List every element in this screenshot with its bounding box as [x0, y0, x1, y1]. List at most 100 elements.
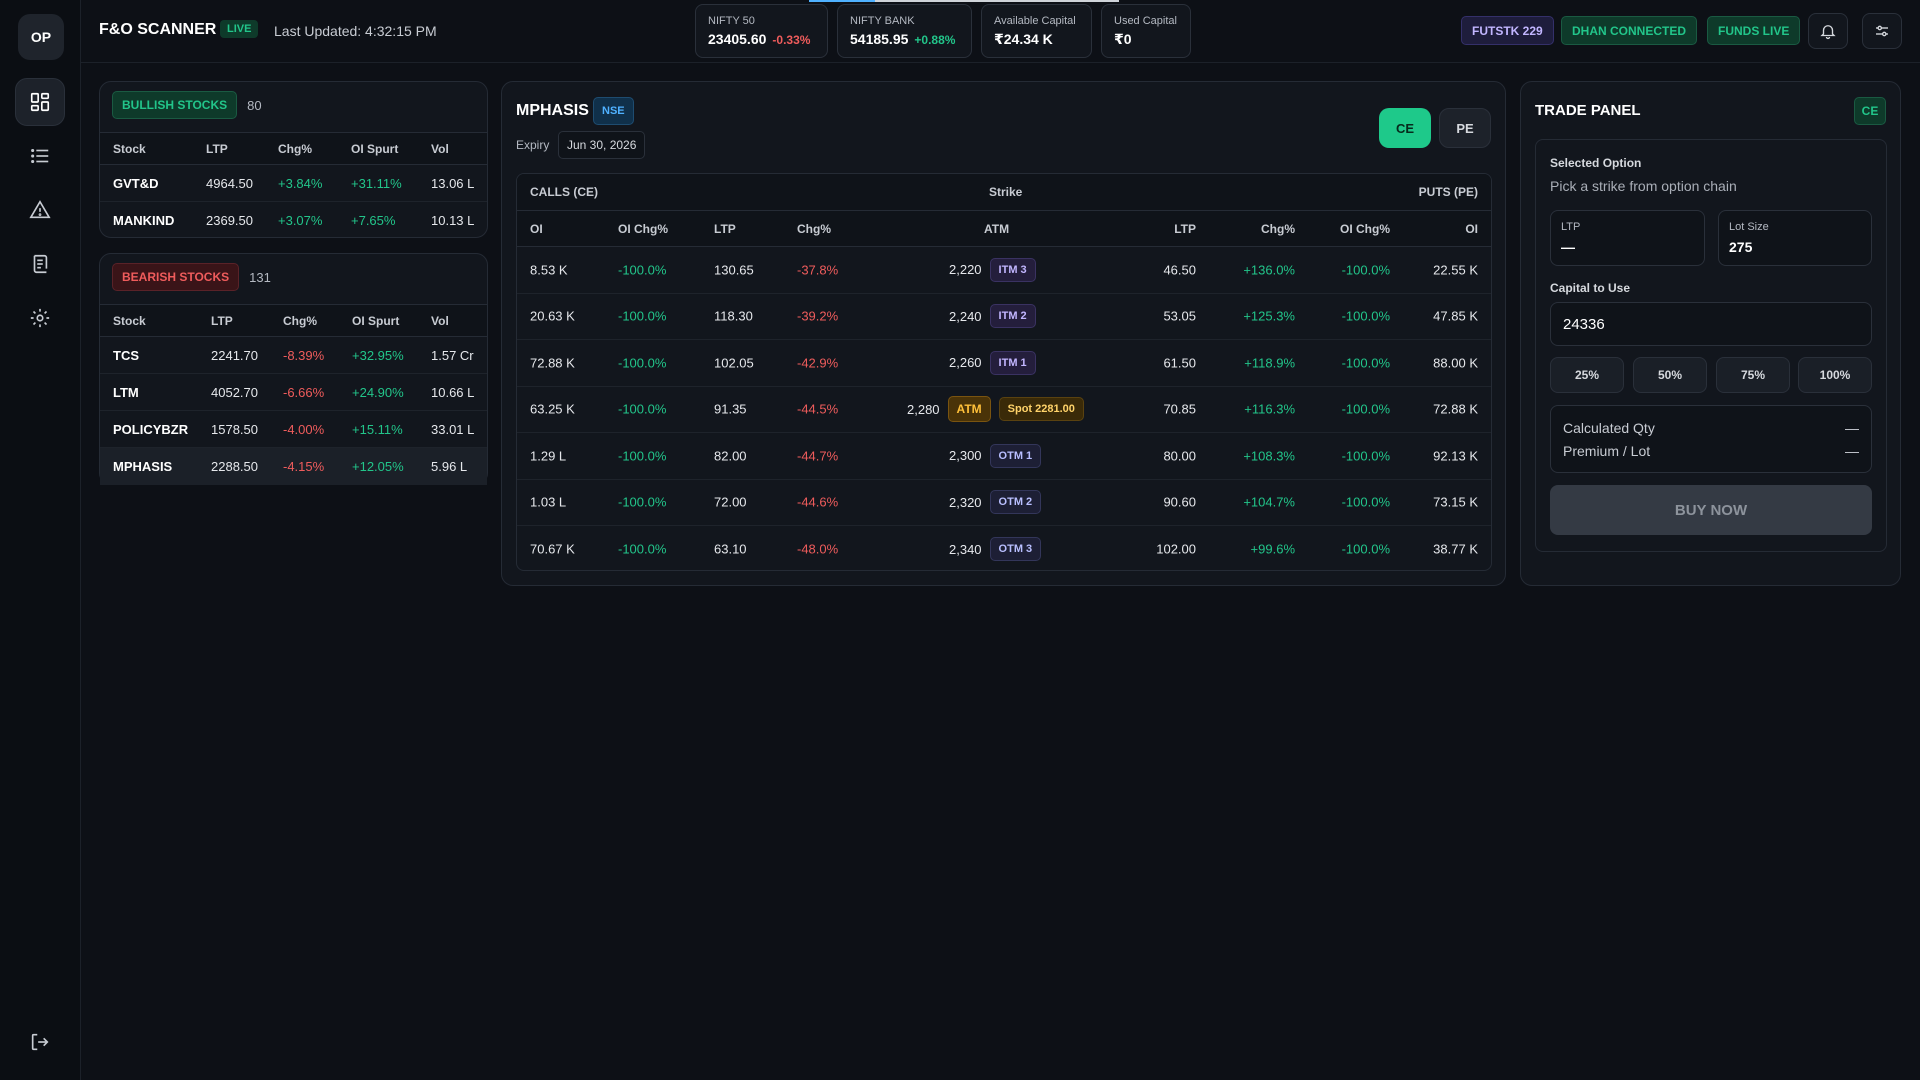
bullish-count: 80 — [247, 97, 262, 113]
strike-cell: 2,340 OTM 3 — [949, 537, 1042, 562]
stock-vol: 5.96 L — [431, 459, 468, 474]
put-oi-chg: -100.0% — [1341, 262, 1390, 278]
col-put-oi: OI — [1465, 221, 1478, 236]
expiry-selector[interactable]: Jun 30, 2026 — [558, 131, 646, 159]
bullish-stocks-panel: BULLISH STOCKS 80 Stock LTP Chg% OI Spur… — [99, 81, 488, 238]
col-chg: Chg% — [797, 221, 831, 236]
sliders-icon — [1876, 25, 1888, 37]
logout-icon — [31, 1033, 49, 1051]
notifications-button[interactable] — [1808, 13, 1848, 49]
bullish-badge: BULLISH STOCKS — [112, 91, 238, 119]
orders-icon — [33, 254, 48, 274]
pct-25-button[interactable]: 25% — [1550, 357, 1624, 393]
filters-button[interactable] — [1862, 13, 1902, 49]
stock-oi-spurt: +31.11% — [351, 175, 402, 191]
exchange-badge: NSE — [593, 97, 634, 125]
moneyness-badge: ITM 3 — [989, 257, 1036, 282]
buy-now-button[interactable]: BUY NOW — [1550, 485, 1872, 535]
pe-toggle-button[interactable]: PE — [1439, 108, 1491, 148]
stock-vol: 10.13 L — [431, 213, 475, 228]
chain-row[interactable]: 8.53 K -100.0% 130.65 -37.8% 46.50 +136.0% -10… — [517, 247, 1491, 294]
chain-row[interactable]: 72.88 K -100.0% 102.05 -42.9% 61.50 +118.9% -1… — [517, 340, 1491, 387]
pct-100-button[interactable]: 100% — [1798, 357, 1872, 393]
ticker-label: NIFTY 50 — [708, 15, 755, 27]
nav-settings[interactable] — [15, 294, 65, 342]
call-chg: -42.9% — [797, 355, 839, 371]
alert-triangle-icon — [29, 200, 51, 219]
call-oi: 20.63 K — [530, 308, 575, 324]
trade-panel: TRADE PANEL CE Selected Option Pick a st… — [1520, 81, 1901, 586]
stock-name: MPHASIS — [113, 459, 173, 474]
col-ltp: LTP — [206, 141, 228, 156]
nav-orders[interactable] — [15, 240, 65, 288]
put-oi: 47.85 K — [1433, 308, 1478, 324]
stock-chg: -6.66% — [283, 384, 325, 400]
dhan-connected-badge: DHAN CONNECTED — [1561, 16, 1697, 45]
put-oi-chg: -100.0% — [1341, 308, 1390, 324]
table-row[interactable]: POLICYBZR 1578.50 -4.00% +15.11% 33.01 L — [100, 411, 487, 448]
table-row[interactable]: LTM 4052.70 -6.66% +24.90% 10.66 L — [100, 374, 487, 411]
put-oi-chg: -100.0% — [1341, 448, 1390, 464]
table-row[interactable]: MANKIND 2369.50 +3.07% +7.65% 10.13 L — [100, 202, 487, 239]
col-put-oi-chg: OI Chg% — [1340, 221, 1390, 236]
header: F&O SCANNER LIVE Last Updated: 4:32:15 P… — [81, 0, 1920, 63]
ticker-available-capital: Available Capital ₹24.34 K — [981, 4, 1092, 58]
app-logo: OP — [18, 14, 64, 60]
chain-row-atm[interactable]: 63.25 K -100.0% 91.35 -44.5% 70.85 +116.3% -10… — [517, 387, 1491, 433]
progress-accent — [809, 0, 875, 2]
chain-row[interactable]: 20.63 K -100.0% 118.30 -39.2% 53.05 +125.3% -1… — [517, 294, 1491, 340]
ce-toggle-button[interactable]: CE — [1379, 108, 1431, 148]
moneyness-badge: OTM 3 — [989, 537, 1042, 562]
premium-value: — — [1845, 443, 1859, 459]
nav-list[interactable] — [15, 132, 65, 180]
table-row[interactable]: GVT&D 4964.50 +3.84% +31.11% 13.06 L — [100, 165, 487, 202]
nav-dashboard[interactable] — [15, 78, 65, 126]
strike-price: 2,240 — [949, 308, 982, 324]
moneyness-badge: ITM 1 — [989, 350, 1036, 375]
chain-row[interactable]: 70.67 K -100.0% 63.10 -48.0% 102.00 +99.6% -10… — [517, 526, 1491, 570]
col-put-chg: Chg% — [1261, 221, 1295, 236]
put-oi-chg: -100.0% — [1341, 401, 1390, 417]
pct-75-button[interactable]: 75% — [1716, 357, 1790, 393]
put-oi-chg: -100.0% — [1341, 355, 1390, 371]
logout-button[interactable] — [15, 1018, 65, 1066]
stock-oi-spurt: +12.05% — [352, 459, 404, 474]
table-header: Stock LTP Chg% OI Spurt Vol — [100, 133, 487, 165]
app-title: F&O SCANNER — [99, 21, 217, 38]
stock-chg: -4.00% — [283, 421, 325, 437]
ltp-label: LTP — [1561, 221, 1581, 233]
put-chg: +108.3% — [1243, 448, 1295, 464]
strike-cell: 2,220 ITM 3 — [949, 257, 1036, 282]
call-ltp: 102.05 — [714, 355, 754, 371]
stock-name: LTM — [113, 384, 139, 400]
nav-alerts[interactable] — [15, 186, 65, 234]
pct-50-button[interactable]: 50% — [1633, 357, 1707, 393]
call-ltp: 91.35 — [714, 401, 747, 417]
chain-row[interactable]: 1.03 L -100.0% 72.00 -44.6% 90.60 +104.7% -100… — [517, 480, 1491, 526]
put-chg: +125.3% — [1243, 308, 1295, 324]
strike-cell: 2,260 ITM 1 — [949, 350, 1036, 375]
chain-row[interactable]: 1.29 L -100.0% 82.00 -44.7% 80.00 +108.3% -100… — [517, 433, 1491, 480]
capital-input[interactable] — [1550, 302, 1872, 346]
stock-ltp: 4052.70 — [211, 384, 258, 400]
bearish-stocks-panel: BEARISH STOCKS 131 Stock LTP Chg% OI Spu… — [99, 253, 488, 485]
put-ltp: 70.85 — [1163, 401, 1196, 417]
ticker-used-capital: Used Capital ₹0 — [1101, 4, 1191, 58]
calls-heading: CALLS (CE) — [530, 185, 598, 199]
table-row-selected[interactable]: MPHASIS 2288.50 -4.15% +12.05% 5.96 L — [100, 448, 487, 485]
stock-vol: 10.66 L — [431, 384, 475, 400]
stock-oi-spurt: +24.90% — [352, 384, 404, 400]
put-oi: 72.88 K — [1433, 401, 1478, 417]
call-ltp: 72.00 — [714, 494, 747, 510]
stock-ltp: 4964.50 — [206, 175, 253, 191]
bell-icon — [1820, 25, 1836, 40]
futstk-badge: FUTSTK 229 — [1461, 16, 1554, 45]
stock-oi-spurt: +32.95% — [352, 347, 404, 363]
stock-vol: 13.06 L — [431, 175, 475, 191]
stock-chg: -8.39% — [283, 347, 325, 363]
put-chg: +104.7% — [1243, 494, 1295, 510]
option-type-badge: CE — [1854, 97, 1886, 125]
put-chg: +99.6% — [1250, 541, 1295, 557]
table-row[interactable]: TCS 2241.70 -8.39% +32.95% 1.57 Cr — [100, 337, 487, 374]
trade-panel-title: TRADE PANEL — [1535, 102, 1641, 119]
